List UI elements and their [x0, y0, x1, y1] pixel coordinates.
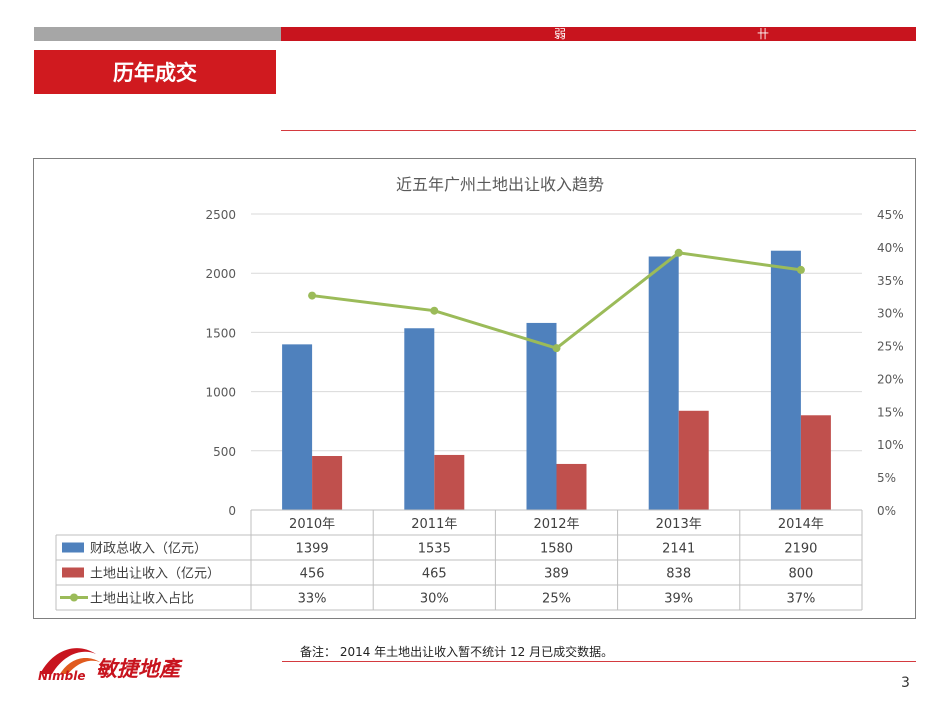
page-number: 3 — [901, 675, 910, 691]
table-cell: 465 — [422, 567, 447, 582]
legend-key-fiscal — [62, 542, 84, 553]
category-label: 2012年 — [533, 517, 579, 532]
table-cell: 456 — [300, 567, 325, 582]
footnote: 备注： 2014 年土地出让收入暂不统计 12 月已成交数据。 — [300, 645, 614, 659]
bar-land-revenue — [312, 456, 343, 510]
header-divider — [281, 130, 916, 131]
table-cell: 1580 — [540, 542, 573, 557]
left-tick-label: 0 — [228, 504, 236, 518]
header-red-bar: 弱 卄 — [281, 27, 916, 41]
bar-fiscal-revenue — [404, 328, 435, 510]
bar-fiscal-revenue — [648, 256, 679, 510]
right-tick-label: 20% — [877, 372, 904, 386]
line-point — [674, 248, 683, 257]
bar-land-revenue — [678, 410, 709, 510]
chart-svg: 近五年广州土地出让收入趋势 0 500 1000 1500 2000 2500 0% 5% 10%… — [55, 175, 904, 611]
right-tick-label: 5% — [877, 471, 896, 485]
right-tick-label: 40% — [877, 241, 904, 255]
table-cell: 30% — [420, 592, 449, 607]
category-label: 2014年 — [778, 517, 824, 532]
right-tick-label: 15% — [877, 405, 904, 419]
header-gray-bar — [34, 27, 281, 41]
table-cell: 33% — [298, 592, 327, 607]
legend-key-land — [62, 567, 84, 578]
category-label: 2011年 — [411, 517, 457, 532]
line-point — [308, 291, 317, 300]
logo-cjk: 敏捷地產 — [96, 657, 183, 681]
bar-fiscal-revenue — [770, 250, 801, 510]
category-label: 2013年 — [656, 517, 702, 532]
right-tick-label: 35% — [877, 274, 904, 288]
left-tick-label: 500 — [213, 445, 236, 459]
table-cell: 2141 — [662, 542, 695, 557]
series-name: 土地出让收入（亿元） — [90, 567, 220, 582]
bar-land-revenue — [800, 415, 831, 510]
header-mark-a: 弱 — [554, 27, 567, 41]
table-cell: 25% — [542, 592, 571, 607]
right-tick-label: 0% — [877, 504, 896, 518]
footnote-divider — [282, 661, 916, 662]
logo-latin: Nimble — [38, 669, 86, 683]
right-tick-label: 45% — [877, 208, 904, 222]
table-cell: 39% — [664, 592, 693, 607]
legend-key-ratio-dot — [70, 593, 78, 602]
page-title: 历年成交 — [34, 50, 276, 94]
bar-fiscal-revenue — [282, 344, 313, 510]
left-tick-label: 2500 — [205, 208, 236, 222]
line-point — [430, 306, 439, 315]
table-cell: 800 — [788, 567, 813, 582]
series-name: 财政总收入（亿元） — [90, 542, 207, 557]
table-cell: 37% — [786, 592, 815, 607]
company-logo: Nimble 敏捷地產 — [34, 640, 204, 685]
bar-land-revenue — [556, 463, 587, 510]
left-tick-label: 2000 — [205, 267, 236, 281]
chart-frame: 近五年广州土地出让收入趋势 0 500 1000 1500 2000 2500 0% 5% 10%… — [33, 158, 916, 619]
right-tick-label: 30% — [877, 307, 904, 321]
table-cell: 838 — [666, 567, 691, 582]
table-cell: 389 — [544, 567, 569, 582]
logo-swoosh-icon: Nimble 敏捷地產 — [38, 648, 183, 683]
line-point — [796, 265, 805, 274]
table-cell: 1535 — [418, 542, 451, 557]
table-cell: 2190 — [784, 542, 817, 557]
left-tick-label: 1500 — [205, 326, 236, 340]
bar-fiscal-revenue — [526, 322, 557, 510]
series-name: 土地出让收入占比 — [90, 592, 194, 607]
table-cell: 1399 — [296, 542, 329, 557]
header-mark-b: 卄 — [757, 27, 770, 41]
line-point — [552, 344, 561, 353]
right-tick-label: 25% — [877, 340, 904, 354]
category-label: 2010年 — [289, 517, 335, 532]
left-tick-label: 1000 — [205, 386, 236, 400]
chart-title: 近五年广州土地出让收入趋势 — [396, 175, 604, 194]
bar-land-revenue — [434, 454, 465, 510]
right-tick-label: 10% — [877, 438, 904, 452]
